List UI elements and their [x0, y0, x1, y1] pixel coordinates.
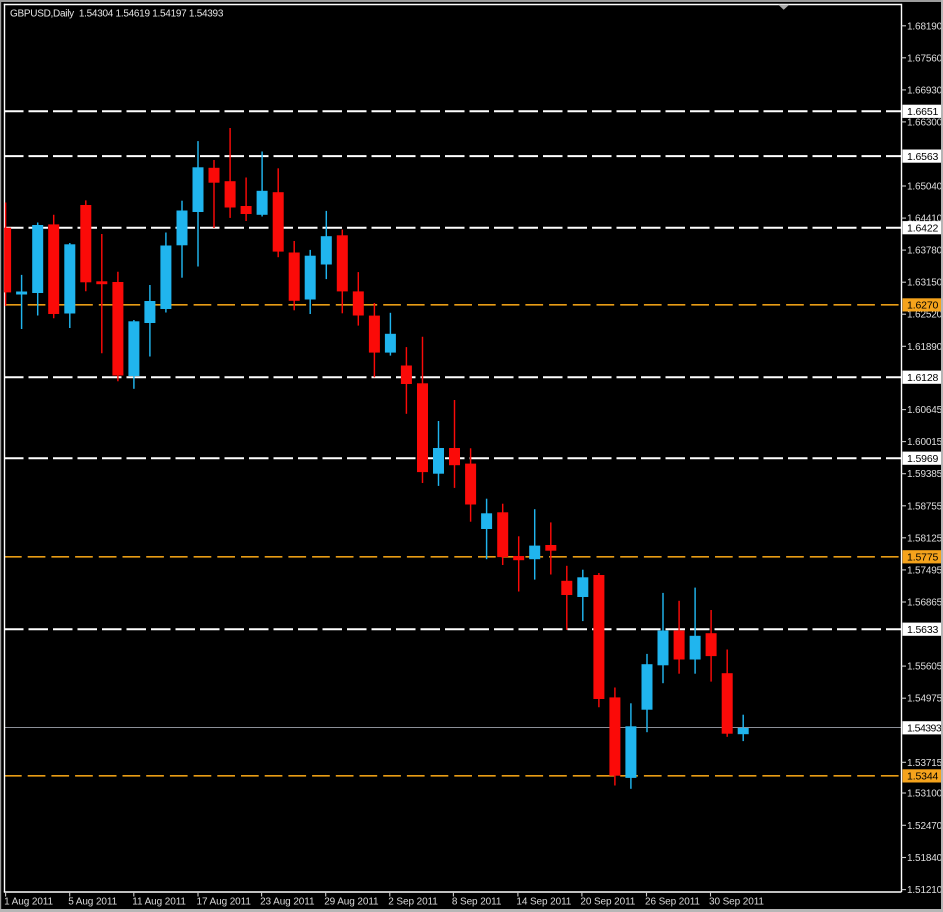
svg-text:2 Sep 2011: 2 Sep 2011 — [388, 897, 438, 908]
svg-text:20 Sep 2011: 20 Sep 2011 — [580, 897, 635, 908]
svg-text:GBPUSD,Daily 1.54304 1.54619: GBPUSD,Daily 1.54304 1.54619 1.54197 1.5… — [10, 8, 224, 19]
svg-text:1.60015: 1.60015 — [907, 437, 943, 448]
svg-text:29 Aug 2011: 29 Aug 2011 — [324, 897, 379, 908]
svg-text:1.6563: 1.6563 — [907, 151, 939, 163]
svg-text:1.66930: 1.66930 — [907, 85, 943, 96]
svg-text:1.58125: 1.58125 — [907, 533, 943, 544]
svg-text:1.5633: 1.5633 — [907, 624, 939, 636]
svg-text:30 Sep 2011: 30 Sep 2011 — [709, 897, 764, 908]
svg-text:1.5969: 1.5969 — [907, 453, 939, 465]
svg-text:11 Aug 2011: 11 Aug 2011 — [132, 897, 186, 908]
svg-text:1.61890: 1.61890 — [907, 342, 943, 353]
svg-text:5 Aug 2011: 5 Aug 2011 — [68, 897, 117, 908]
svg-text:17 Aug 2011: 17 Aug 2011 — [197, 897, 252, 908]
svg-text:23 Aug 2011: 23 Aug 2011 — [260, 897, 315, 908]
svg-text:1.60645: 1.60645 — [907, 405, 943, 416]
svg-text:1.51210: 1.51210 — [907, 885, 943, 896]
svg-text:1.67560: 1.67560 — [907, 53, 943, 64]
svg-text:1.53100: 1.53100 — [907, 789, 943, 800]
svg-text:1.62520: 1.62520 — [907, 310, 943, 321]
svg-text:1.6128: 1.6128 — [907, 372, 939, 384]
svg-text:14 Sep 2011: 14 Sep 2011 — [516, 897, 571, 908]
svg-text:1.63780: 1.63780 — [907, 246, 943, 257]
svg-text:1.64410: 1.64410 — [907, 214, 943, 225]
svg-text:1.52470: 1.52470 — [907, 821, 943, 832]
svg-text:8 Sep 2011: 8 Sep 2011 — [452, 897, 502, 908]
svg-text:1.56865: 1.56865 — [907, 598, 943, 609]
svg-text:1.68190: 1.68190 — [907, 21, 943, 32]
svg-text:1.6270: 1.6270 — [907, 300, 939, 312]
svg-text:1.63150: 1.63150 — [907, 278, 943, 289]
svg-text:1.66300: 1.66300 — [907, 117, 943, 128]
svg-text:1.65040: 1.65040 — [907, 182, 943, 193]
svg-text:1 Aug 2011: 1 Aug 2011 — [4, 897, 53, 908]
svg-text:1.6651: 1.6651 — [907, 106, 939, 118]
svg-text:1.6422: 1.6422 — [907, 223, 939, 235]
svg-text:1.51840: 1.51840 — [907, 853, 943, 864]
svg-text:1.54975: 1.54975 — [907, 694, 943, 705]
svg-text:1.58755: 1.58755 — [907, 501, 943, 512]
svg-text:1.5344: 1.5344 — [907, 771, 939, 783]
svg-text:26 Sep 2011: 26 Sep 2011 — [645, 897, 700, 908]
svg-text:1.57495: 1.57495 — [907, 565, 943, 576]
svg-text:1.54393: 1.54393 — [907, 723, 942, 735]
svg-text:1.55605: 1.55605 — [907, 662, 943, 673]
svg-text:1.5775: 1.5775 — [907, 552, 939, 564]
svg-text:1.59385: 1.59385 — [907, 469, 943, 480]
svg-text:1.53715: 1.53715 — [907, 758, 943, 769]
